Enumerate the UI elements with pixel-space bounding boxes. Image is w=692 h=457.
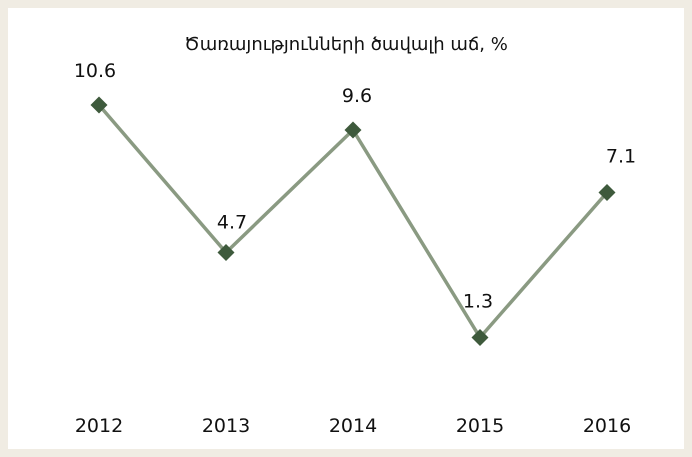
data-label-2014: 9.6: [342, 85, 372, 107]
chart-title: Ծառայությունների ծավալի աճ, %: [184, 34, 508, 55]
data-point-2014: [344, 121, 362, 139]
x-tick-2012: 2012: [75, 415, 123, 437]
data-label-2012: 10.6: [74, 60, 116, 82]
chart-frame: [8, 8, 684, 449]
series-layer: [90, 96, 616, 346]
x-axis-tick-labels: 2012 2013 2014 2015 2016: [75, 415, 631, 437]
x-tick-2015: 2015: [456, 415, 504, 437]
data-point-2015: [471, 329, 489, 346]
data-label-2015: 1.3: [463, 291, 493, 313]
x-tick-2016: 2016: [583, 415, 631, 437]
data-point-2013: [217, 244, 235, 261]
data-point-2016: [598, 184, 616, 201]
x-tick-2014: 2014: [329, 415, 377, 437]
data-label-2013: 4.7: [217, 212, 247, 234]
x-tick-2013: 2013: [202, 415, 250, 437]
series-line: [97, 103, 609, 340]
data-label-2016: 7.1: [606, 146, 636, 168]
data-point-2012: [90, 96, 108, 114]
data-labels: 10.6 4.7 9.6 1.3 7.1: [74, 60, 636, 313]
